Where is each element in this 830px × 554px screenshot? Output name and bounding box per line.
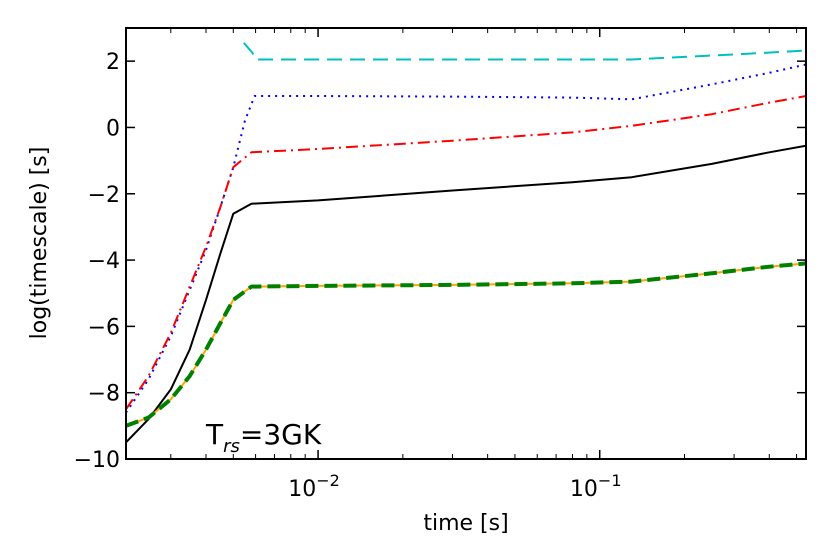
annotation-subscript: rs [223, 436, 240, 457]
plot-frame [125, 27, 807, 460]
y-tick-label: −4 [88, 249, 120, 274]
y-tick-label: −6 [88, 315, 120, 340]
x-tick-label: 10−1 [570, 471, 622, 502]
annotation-prefix: T [205, 418, 224, 451]
temperature-annotation: Trs=3GK [205, 418, 322, 457]
series-orange-solid [126, 262, 806, 427]
y-tick-label: −10 [74, 448, 120, 473]
y-axis-title: log(timescale) [s] [27, 147, 52, 340]
series-cyan-dashed [243, 42, 806, 61]
series-black-solid [126, 144, 806, 444]
x-tick-label: 10−2 [288, 471, 340, 502]
series-green-dashed [126, 261, 806, 428]
series-blue-dotted [126, 63, 806, 414]
tick-layer: −10 −8 −6 −4 −2 0 2 10−2 10−1 [74, 28, 806, 502]
y-tick-label: 2 [106, 50, 120, 75]
annotation-suffix: =3GK [240, 418, 322, 451]
y-tick-label: 0 [106, 116, 120, 141]
series-layer [126, 42, 806, 444]
series-red-dashdot [126, 95, 806, 410]
x-axis-title: time [s] [423, 511, 508, 536]
y-tick-label: −2 [88, 183, 120, 208]
y-tick-label: −8 [88, 382, 120, 407]
